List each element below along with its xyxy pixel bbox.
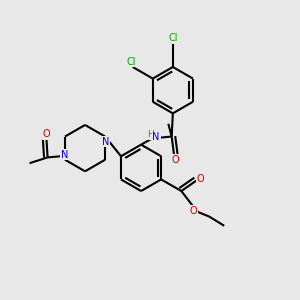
Text: O: O: [43, 129, 50, 139]
Text: Cl: Cl: [168, 34, 178, 44]
Text: O: O: [190, 206, 197, 215]
Text: N: N: [102, 136, 109, 147]
Text: N: N: [61, 150, 68, 160]
Text: N: N: [152, 132, 160, 142]
Text: Cl: Cl: [127, 57, 136, 67]
Text: O: O: [197, 174, 204, 184]
Text: H: H: [147, 130, 154, 139]
Text: O: O: [172, 155, 179, 165]
